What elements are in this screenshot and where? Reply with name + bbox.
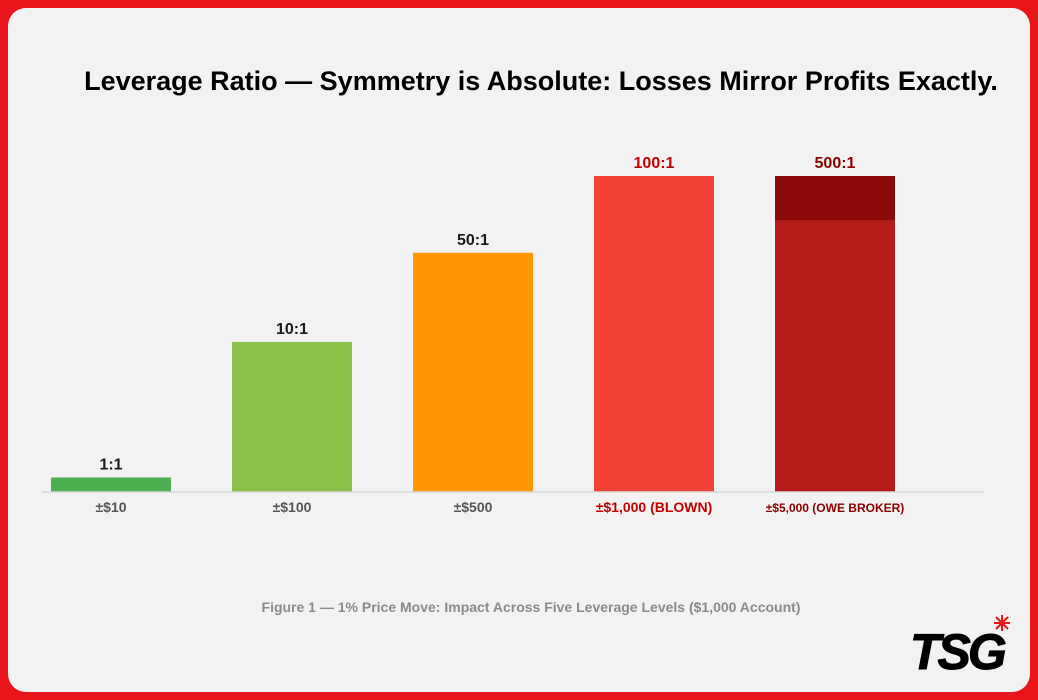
logo-text: TSG: [910, 624, 1006, 680]
bar-2: [232, 341, 352, 492]
chart-title: Leverage Ratio — Symmetry is Absolute: L…: [84, 66, 998, 96]
bars-group: 1:1 10:1 50:1 100:1 500:1: [51, 155, 895, 492]
bar-1: [51, 477, 171, 492]
tsg-logo: TSG: [910, 615, 1010, 681]
x-tick-label-1: ±$10: [95, 499, 126, 515]
x-tick-labels: ±$10 ±$100 ±$500 ±$1,000 (BLOWN) ±$5,000 (OW…: [95, 499, 904, 515]
x-tick-label-3: ±$500: [454, 499, 493, 515]
x-tick-label-4: ±$1,000 (BLOWN): [596, 499, 713, 515]
bar-5: [775, 176, 895, 492]
bar-value-label-5: 500:1: [815, 155, 856, 172]
x-tick-label-5: ±$5,000 (OWE BROKER): [766, 501, 905, 515]
bar-chart: Leverage Ratio — Symmetry is Absolute: L…: [42, 66, 998, 615]
bar-value-label-3: 50:1: [457, 232, 489, 249]
bar-value-label-1: 1:1: [99, 456, 122, 473]
bar-4: [594, 176, 714, 492]
bar-value-label-2: 10:1: [276, 321, 308, 338]
figure-caption: Figure 1 — 1% Price Move: Impact Across …: [262, 599, 801, 615]
bar-5-overflow-cap: [775, 176, 895, 221]
bar-3: [413, 252, 533, 492]
bar-value-label-4: 100:1: [634, 155, 675, 172]
logo-spark-icon: [994, 615, 1010, 631]
x-tick-label-2: ±$100: [273, 499, 312, 515]
chart-frame: Leverage Ratio — Symmetry is Absolute: L…: [8, 8, 1030, 692]
